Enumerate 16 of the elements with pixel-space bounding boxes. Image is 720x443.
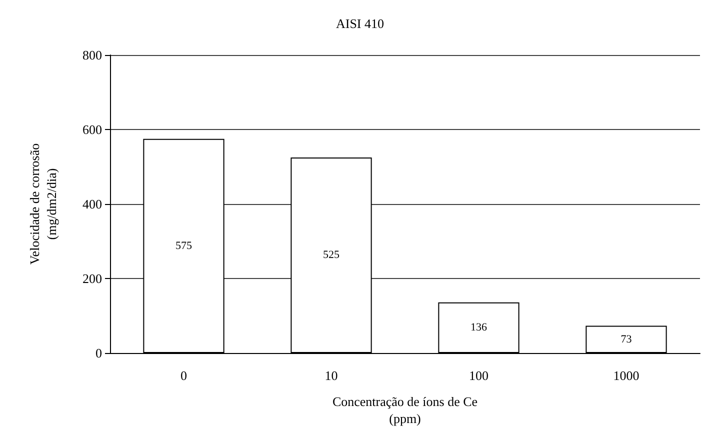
x-tick-label: 10 [324,368,338,383]
y-tick-label: 800 [82,48,102,62]
y-tick-label: 0 [96,346,102,360]
y-axis-title: Velocidade de corrosão (mg/dm2/dia) [27,143,59,265]
data-label: 136 [470,322,488,334]
x-tick-label: 1000 [613,368,640,383]
chart-title: AISI 410 [336,16,384,31]
y-tick-label: 400 [82,196,102,212]
x-tick-label: 0 [180,368,187,383]
data-label: 73 [620,333,632,346]
x-tick-label: 100 [469,368,488,383]
x-axis-title: Concentração de íons de Ce (ppm) [332,394,478,426]
data-label: 575 [176,240,192,252]
y-tick-label: 600 [82,122,102,137]
y-tick-label: 200 [82,271,102,286]
data-label: 525 [323,249,340,262]
